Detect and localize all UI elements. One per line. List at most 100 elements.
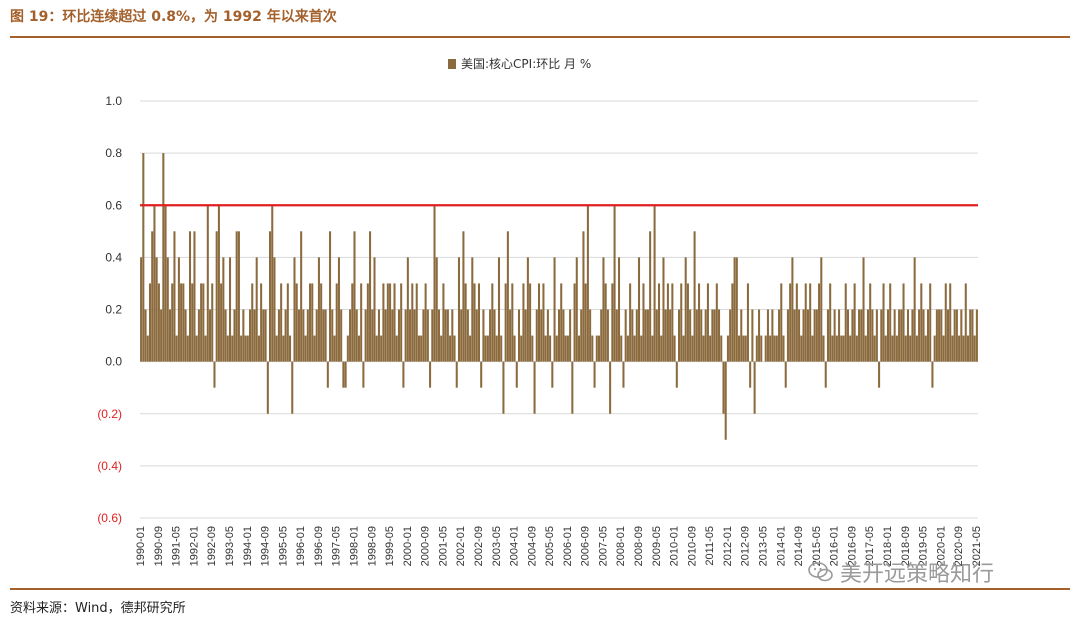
bar <box>400 283 403 362</box>
bar <box>313 335 316 362</box>
bar <box>389 283 392 362</box>
bar <box>700 309 703 362</box>
bar <box>704 309 707 362</box>
bar <box>718 309 721 362</box>
bar <box>966 335 970 362</box>
bar <box>755 335 758 362</box>
bar <box>255 257 258 362</box>
bar <box>249 309 252 362</box>
bar <box>593 361 596 388</box>
bar <box>204 335 207 362</box>
x-tick-label: 1994-01 <box>242 526 254 566</box>
bar <box>346 335 349 362</box>
x-tick-label: 1998-01 <box>349 526 361 566</box>
x-tick-label: 2016-09 <box>846 526 858 566</box>
bar <box>840 335 843 362</box>
x-tick-label: 2002-09 <box>473 526 485 566</box>
bar <box>168 309 172 362</box>
bar <box>502 361 505 414</box>
bar <box>457 257 460 362</box>
bar <box>542 283 545 362</box>
bar <box>173 231 176 362</box>
bar <box>551 361 554 388</box>
bar <box>944 283 947 362</box>
x-tick-label: 2006-01 <box>562 526 574 566</box>
bar <box>577 335 581 362</box>
bar <box>824 361 827 388</box>
bar <box>566 335 569 362</box>
bar <box>940 309 943 362</box>
x-tick-label: 2008-09 <box>633 526 645 566</box>
bar <box>931 361 934 388</box>
bar <box>224 309 227 362</box>
y-tick-label: 1.0 <box>105 94 122 108</box>
bar <box>242 309 245 362</box>
bar <box>371 309 374 362</box>
bar <box>393 283 396 362</box>
bar <box>782 335 785 362</box>
x-tick-label: 1990-09 <box>153 526 165 566</box>
bar <box>273 257 276 362</box>
x-tick-label: 2000-01 <box>402 526 414 566</box>
bar <box>918 309 921 362</box>
x-tick-label: 2014-09 <box>793 526 805 566</box>
bar <box>495 335 498 362</box>
bar <box>680 283 683 362</box>
x-tick-label: 2012-01 <box>722 526 734 566</box>
bar <box>244 335 247 362</box>
x-tick-label: 1990-01 <box>135 526 147 566</box>
bar <box>838 309 841 362</box>
bar <box>664 309 667 362</box>
bar <box>397 309 400 362</box>
x-tick-label: 2012-09 <box>740 526 752 566</box>
bar <box>395 335 398 362</box>
bar <box>724 361 727 440</box>
bar <box>535 309 538 362</box>
bar <box>844 283 847 362</box>
bar <box>698 283 701 362</box>
bar <box>526 257 529 362</box>
bar <box>335 283 338 362</box>
bar <box>222 257 225 362</box>
bar <box>633 335 636 362</box>
bar <box>180 283 183 362</box>
bar <box>229 257 232 362</box>
bar <box>651 335 654 362</box>
bar <box>282 335 285 362</box>
bar <box>186 335 189 362</box>
bar <box>153 205 156 362</box>
bar <box>302 309 305 362</box>
bar <box>326 361 329 388</box>
bar <box>911 309 914 362</box>
x-tick-label: 2001-05 <box>437 526 449 566</box>
bar <box>553 257 556 362</box>
bar <box>344 361 347 388</box>
bar <box>260 283 263 362</box>
bar <box>506 231 509 362</box>
bar <box>433 205 436 362</box>
bar <box>406 257 409 362</box>
bar <box>237 231 240 362</box>
bar <box>360 283 363 362</box>
bar <box>188 231 192 362</box>
bar <box>935 309 938 362</box>
bar <box>831 335 834 362</box>
bar <box>606 309 609 362</box>
bar <box>560 283 563 362</box>
bar <box>702 335 705 362</box>
bar <box>715 283 718 362</box>
bar <box>878 361 881 388</box>
bar <box>444 309 447 362</box>
bar <box>455 361 458 388</box>
legend-swatch <box>448 59 456 69</box>
bar <box>740 309 743 362</box>
bar <box>329 231 332 362</box>
bar <box>402 361 405 388</box>
bar <box>240 335 243 362</box>
bar <box>271 205 274 362</box>
bar <box>766 309 769 362</box>
bar <box>880 309 883 362</box>
bar <box>575 257 578 362</box>
bar <box>653 205 656 362</box>
bar <box>873 335 876 362</box>
